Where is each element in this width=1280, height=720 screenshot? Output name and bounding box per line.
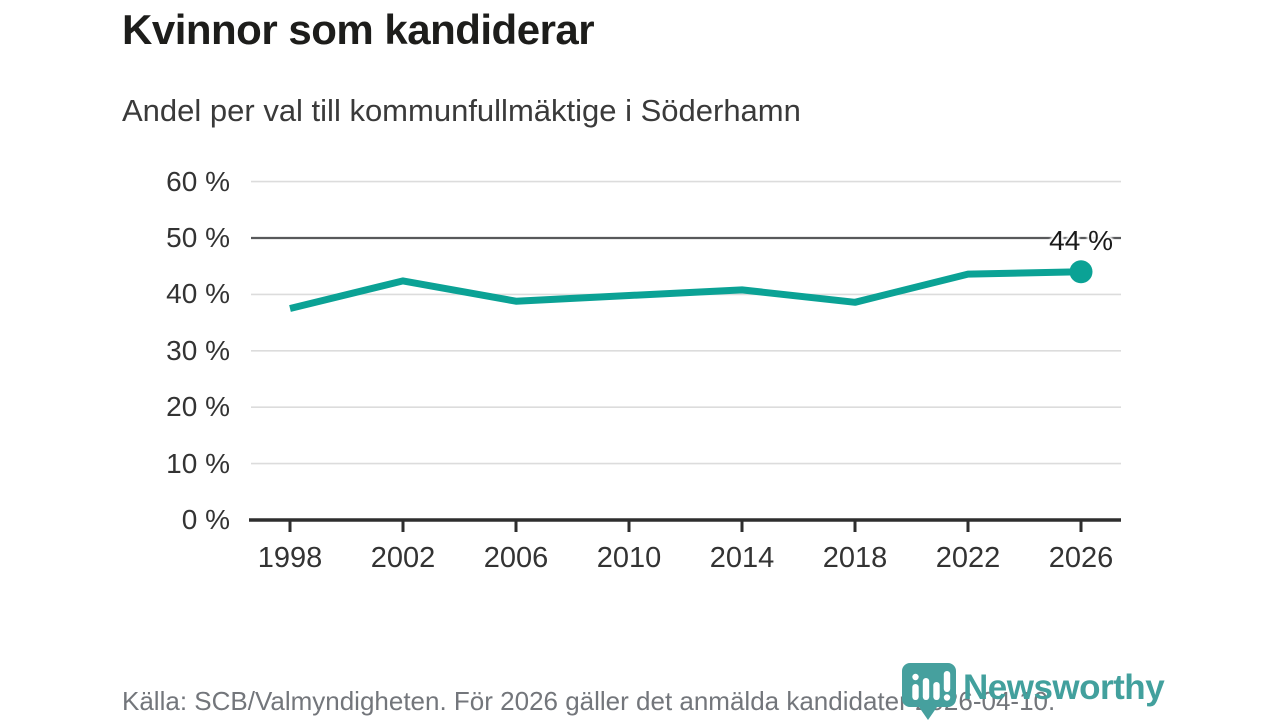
x-tick-label-2022: 2022 — [935, 542, 1001, 574]
gridlines — [251, 180, 1121, 465]
last-point-marker — [1069, 260, 1093, 284]
last-value-data-label: 44 % — [1049, 225, 1113, 256]
source-caption: Källa: SCB/Valmyndigheten. För 2026 gäll… — [122, 686, 1056, 716]
chart-subtitle: Andel per val till kommunfullmäktige i S… — [122, 93, 801, 128]
data-series — [289, 260, 1093, 312]
y-tick-label-30: 30 % — [166, 334, 230, 366]
y-tick-label-0: 0 % — [181, 504, 230, 535]
x-tick-label-2002: 2002 — [370, 542, 436, 574]
newsworthy-speech-bubble-bar-chart-icon — [902, 663, 956, 720]
series-line — [289, 268, 1082, 312]
newsworthy-wordmark: Newsworthy — [963, 668, 1165, 707]
y-tick-label-50: 50 % — [166, 222, 230, 253]
bar-chart-glyph — [912, 671, 951, 701]
y-tick-label-60: 60 % — [166, 165, 230, 197]
newsworthy-logo: Newsworthy — [901, 662, 1165, 720]
x-tick-label-2010: 2010 — [596, 542, 662, 574]
x-tick-label-2018: 2018 — [822, 542, 888, 574]
y-tick-label-10: 10 % — [166, 447, 230, 479]
x-tick-label-2014: 2014 — [709, 542, 775, 574]
x-tick-label-1998: 1998 — [257, 542, 323, 574]
x-axis — [249, 518, 1121, 532]
x-tick-label-2006: 2006 — [483, 542, 549, 574]
x-tick-label-2026: 2026 — [1048, 542, 1114, 574]
y-tick-label-20: 20 % — [166, 391, 230, 423]
y-tick-label-40: 40 % — [166, 278, 230, 310]
page-title: Kvinnor som kandiderar — [122, 6, 595, 53]
